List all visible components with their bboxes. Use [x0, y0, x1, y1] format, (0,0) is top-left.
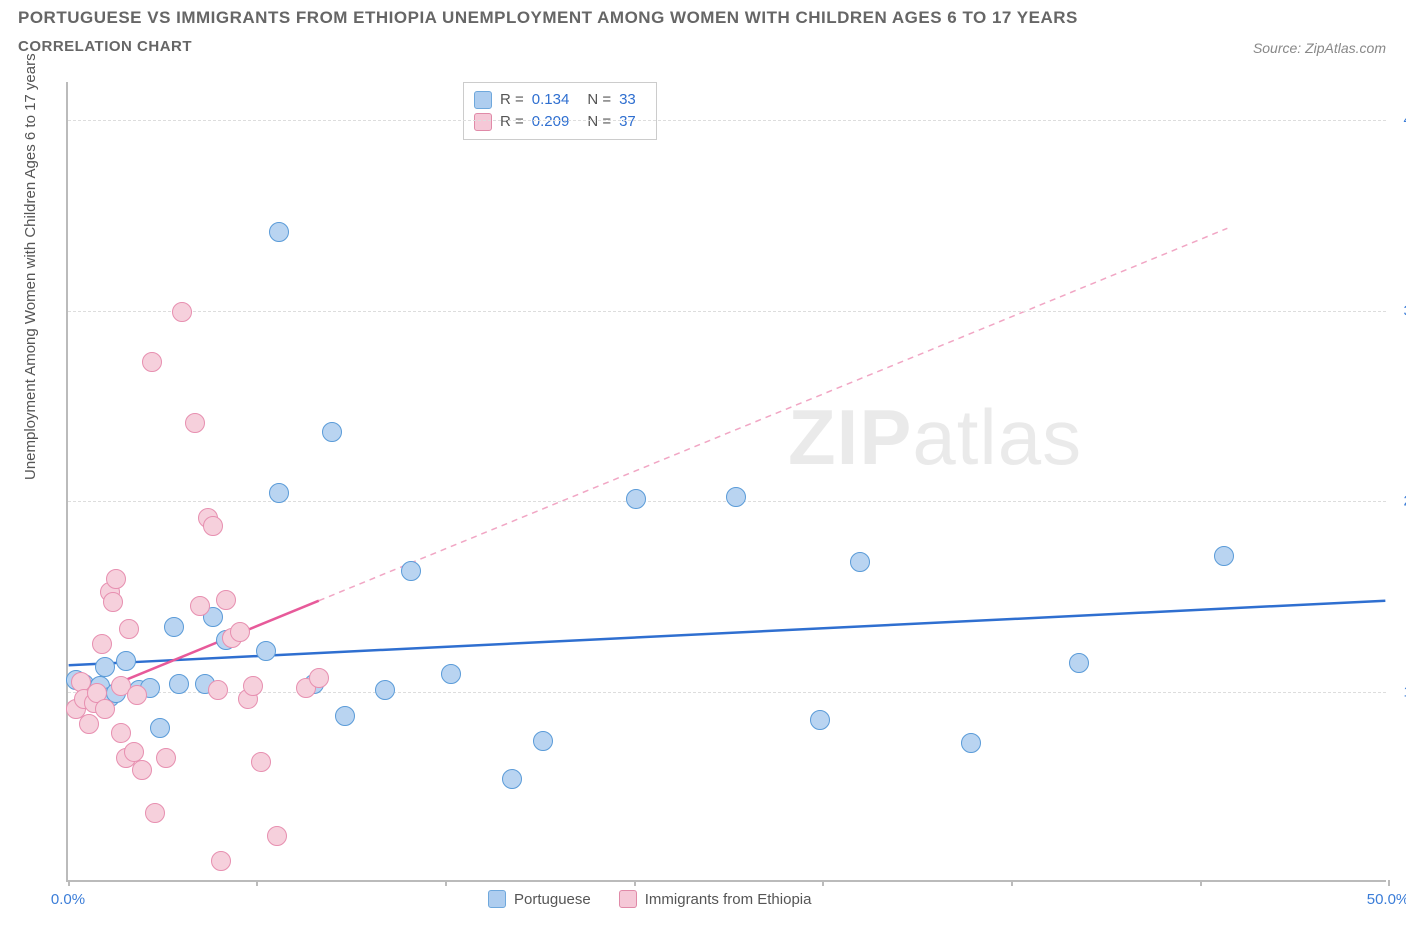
- chart-title: PORTUGUESE VS IMMIGRANTS FROM ETHIOPIA U…: [18, 8, 1388, 28]
- legend-item-1: Portuguese: [488, 890, 591, 908]
- data-point: [1069, 653, 1089, 673]
- data-point: [441, 664, 461, 684]
- watermark-part2: atlas: [912, 393, 1082, 481]
- data-point: [216, 590, 236, 610]
- y-axis-title: Unemployment Among Women with Children A…: [22, 53, 39, 480]
- x-tick-label: 50.0%: [1367, 891, 1406, 908]
- swatch-series1: [474, 91, 492, 109]
- data-point: [145, 803, 165, 823]
- gridline-h: [68, 120, 1386, 121]
- x-tick: [1388, 880, 1390, 886]
- data-point: [106, 569, 126, 589]
- r-value-1: 0.134: [532, 89, 570, 111]
- data-point: [156, 748, 176, 768]
- r-value-2: 0.209: [532, 111, 570, 133]
- x-tick: [445, 880, 447, 886]
- series-legend: Portuguese Immigrants from Ethiopia: [488, 890, 811, 908]
- x-tick-label: 0.0%: [51, 891, 85, 908]
- data-point: [309, 668, 329, 688]
- data-point: [533, 731, 553, 751]
- data-point: [169, 674, 189, 694]
- data-point: [269, 483, 289, 503]
- data-point: [127, 685, 147, 705]
- data-point: [626, 489, 646, 509]
- watermark: ZIPatlas: [788, 392, 1082, 483]
- data-point: [243, 676, 263, 696]
- x-tick: [68, 880, 70, 886]
- data-point: [322, 422, 342, 442]
- data-point: [961, 733, 981, 753]
- data-point: [172, 302, 192, 322]
- chart-title-block: PORTUGUESE VS IMMIGRANTS FROM ETHIOPIA U…: [18, 8, 1388, 55]
- plot-area: ZIPatlas R = 0.134 N = 33 R = 0.209 N = …: [66, 82, 1386, 882]
- data-point: [95, 699, 115, 719]
- legend-swatch-1: [488, 890, 506, 908]
- data-point: [256, 641, 276, 661]
- stats-legend: R = 0.134 N = 33 R = 0.209 N = 37: [463, 82, 657, 140]
- n-value-1: 33: [619, 89, 636, 111]
- x-tick: [1011, 880, 1013, 886]
- data-point: [401, 561, 421, 581]
- data-point: [92, 634, 112, 654]
- stats-row-series2: R = 0.209 N = 37: [474, 111, 646, 133]
- x-tick: [256, 880, 258, 886]
- legend-label-2: Immigrants from Ethiopia: [645, 891, 812, 908]
- data-point: [164, 617, 184, 637]
- data-point: [119, 619, 139, 639]
- data-point: [132, 760, 152, 780]
- legend-item-2: Immigrants from Ethiopia: [619, 890, 812, 908]
- data-point: [116, 651, 136, 671]
- data-point: [103, 592, 123, 612]
- data-point: [95, 657, 115, 677]
- data-point: [190, 596, 210, 616]
- watermark-part1: ZIP: [788, 393, 912, 481]
- data-point: [269, 222, 289, 242]
- data-point: [850, 552, 870, 572]
- data-point: [150, 718, 170, 738]
- data-point: [185, 413, 205, 433]
- data-point: [208, 680, 228, 700]
- data-point: [267, 826, 287, 846]
- data-point: [502, 769, 522, 789]
- data-point: [1214, 546, 1234, 566]
- data-point: [810, 710, 830, 730]
- x-tick: [1200, 880, 1202, 886]
- data-point: [111, 723, 131, 743]
- gridline-h: [68, 692, 1386, 693]
- chart-subtitle: CORRELATION CHART: [18, 38, 1388, 55]
- stats-row-series1: R = 0.134 N = 33: [474, 89, 646, 111]
- data-point: [203, 516, 223, 536]
- x-tick: [634, 880, 636, 886]
- data-point: [142, 352, 162, 372]
- source-attribution: Source: ZipAtlas.com: [1253, 40, 1386, 56]
- data-point: [79, 714, 99, 734]
- swatch-series2: [474, 113, 492, 131]
- legend-swatch-2: [619, 890, 637, 908]
- data-point: [335, 706, 355, 726]
- x-tick: [822, 880, 824, 886]
- data-point: [251, 752, 271, 772]
- gridline-h: [68, 311, 1386, 312]
- legend-label-1: Portuguese: [514, 891, 591, 908]
- data-point: [726, 487, 746, 507]
- n-value-2: 37: [619, 111, 636, 133]
- data-point: [211, 851, 231, 871]
- data-point: [375, 680, 395, 700]
- data-point: [230, 622, 250, 642]
